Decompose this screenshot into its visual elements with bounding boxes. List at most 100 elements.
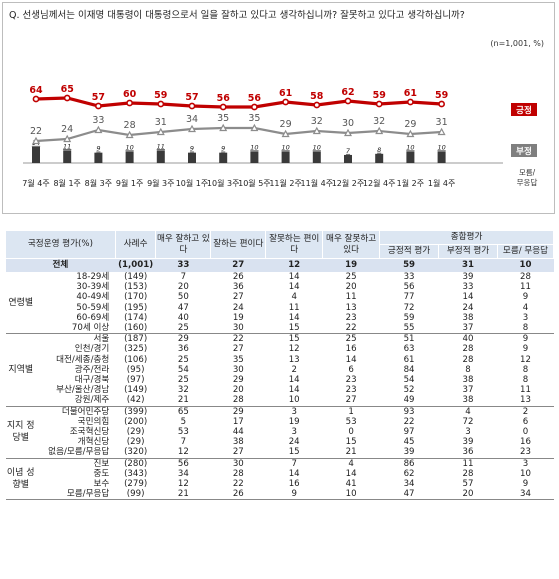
cell-value: 6: [522, 416, 529, 427]
cell-value: 10: [520, 468, 531, 479]
bar-unknown-label: 10: [281, 144, 289, 152]
cell-value: 72: [462, 416, 474, 427]
cell-value: 12: [177, 479, 189, 490]
value-label-negative: 29: [280, 119, 292, 130]
approval-table: 국정운영 평가(%) 사례수 매우 잘하고 있다 잘하는 편이다 잘못하는 편이…: [5, 230, 555, 501]
cell-value: 23: [345, 375, 357, 386]
value-label-negative: 32: [311, 116, 323, 127]
cell-value: 20: [177, 282, 189, 293]
row-label: 보수: [93, 479, 110, 490]
cell-value: 13: [288, 354, 300, 365]
bar-unknown-label: 7: [346, 147, 351, 155]
cell-value: 8: [522, 364, 529, 375]
cell-value: 14: [345, 468, 357, 479]
bar-unknown: [63, 150, 72, 163]
row-sample: (42): [115, 395, 156, 407]
point-negative: [94, 125, 103, 134]
cell-value: 0: [522, 427, 529, 438]
cell-value: 16: [288, 479, 300, 490]
bar-unknown-label: 11: [157, 142, 165, 150]
table-row: 없음/모름/무응답 (320) 12 27 15 21 39 36 23: [6, 447, 554, 459]
row-label: 강원/제주: [35, 395, 116, 407]
table-row: 70세 이상 (160) 25 30 15 22 55 37 8: [6, 323, 554, 335]
bar-unknown-label: 9: [96, 145, 100, 153]
group-label: 이념 성향별: [5, 458, 36, 501]
bar-unknown: [32, 146, 40, 163]
cell-value: 62: [403, 468, 415, 479]
cell-value: 7: [180, 272, 187, 282]
cell-value: 54: [403, 375, 415, 386]
x-tick-label: 1월 4주: [428, 178, 455, 188]
table-row: 광주/전라 (95) 54 30 2 6 84 8 8: [6, 365, 554, 375]
cell-value: 54: [177, 364, 189, 375]
value-label-positive: 59: [435, 90, 448, 101]
cell-value: 93: [403, 406, 415, 417]
value-label-negative: 28: [124, 120, 136, 131]
cell-value: 9: [522, 479, 529, 490]
cell-value: 1: [348, 406, 354, 417]
point-positive: [95, 102, 102, 110]
value-label-negative: 31: [436, 117, 448, 128]
cell-value: 24: [462, 302, 474, 313]
point-negative: [375, 126, 384, 135]
cell-value: 27: [322, 395, 380, 407]
table-row: 40-49세 (170) 50 27 4 11 77 14 9: [6, 292, 554, 302]
x-tick-label: 10월 5주: [238, 178, 271, 188]
value-label-negative: 30: [342, 118, 354, 129]
cell-value: 4: [465, 406, 471, 417]
cell-value: 12: [288, 344, 300, 355]
cell-value: 28: [462, 468, 474, 479]
cell-value: 55: [379, 323, 439, 335]
point-positive: [188, 102, 196, 110]
value-label-positive: 56: [248, 93, 262, 104]
cell-value: 11: [520, 282, 531, 293]
cell-value: 15: [288, 334, 300, 345]
point-positive: [219, 103, 227, 111]
cell-value: 39: [379, 447, 439, 459]
bar-unknown-label: 10: [250, 144, 258, 152]
cell-value: 32: [177, 385, 189, 396]
cell-value: 21: [155, 395, 211, 407]
cell-value: 3: [465, 427, 471, 438]
cell-value: 14: [345, 354, 357, 365]
cell-value: 21: [322, 447, 380, 459]
row-sample: (320): [115, 447, 156, 459]
value-label-negative: 35: [248, 113, 260, 124]
cell-value: 2: [522, 406, 529, 417]
table-row: 이념 성향별 진보 (280) 56 30 7 4 86 11 3: [5, 458, 554, 501]
x-tick-label: 9월 1주: [116, 178, 143, 188]
point-positive: [63, 94, 71, 102]
total-value: 31: [438, 258, 498, 272]
cell-value: 36: [177, 344, 189, 355]
point-negative: [281, 129, 290, 138]
row-sample: (29): [126, 427, 145, 438]
table-row: 국민의힘 (200) 5 17 19 53 22 72 6: [6, 417, 554, 427]
cell-value: 16: [345, 344, 357, 355]
point-negative: [125, 130, 134, 139]
header-sample: 사례수: [114, 230, 157, 259]
row-sample: (29): [126, 437, 145, 448]
cell-value: 28: [232, 468, 244, 479]
value-label-positive: 61: [279, 88, 292, 99]
table-row: 50-59세 (195) 47 24 11 13 72 24 4: [6, 303, 554, 313]
legend-negative-tag: [511, 144, 537, 157]
cell-value: 0: [348, 427, 354, 438]
row-label: 진보: [93, 458, 110, 469]
total-value: 33: [155, 258, 211, 272]
group-label: 연령별: [5, 272, 36, 335]
row-label: 대구/경북: [74, 375, 110, 386]
group-label: 지지 정당별: [5, 406, 36, 459]
cell-value: 9: [522, 334, 529, 345]
cell-value: 12: [155, 447, 211, 459]
row-label: 18-29세: [76, 272, 110, 282]
x-tick-label: 12월 4주: [363, 178, 396, 188]
value-label-negative: 31: [155, 117, 167, 128]
cell-value: 40: [462, 334, 474, 345]
total-value: 10: [497, 258, 554, 272]
total-value: 27: [210, 258, 266, 272]
header-bad: 잘못하는 편이다: [265, 230, 324, 259]
cell-value: 56: [403, 282, 415, 293]
cell-value: 47: [177, 302, 189, 313]
cell-value: 7: [291, 458, 297, 469]
bar-unknown-label: 10: [125, 144, 133, 152]
